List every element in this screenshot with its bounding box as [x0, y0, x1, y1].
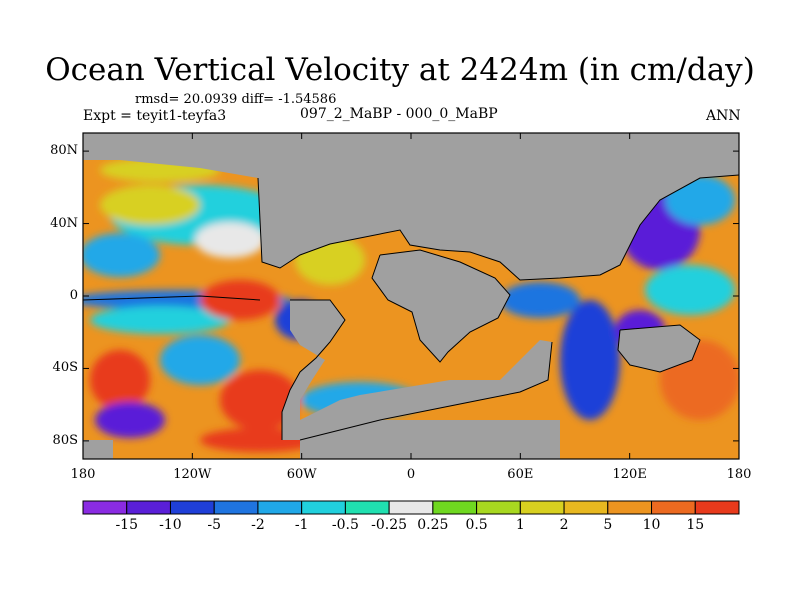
- colorbar-label: -15: [115, 517, 138, 533]
- lon-tick-label: 180: [70, 467, 96, 482]
- lat-tick-label: 40S: [52, 360, 78, 376]
- colorbar-box: [476, 500, 521, 515]
- colorbar-box: [213, 500, 259, 515]
- lon-tick-label: 120W: [173, 467, 212, 482]
- axis-ticks: [82, 133, 740, 459]
- lat-tick-label: 80S: [52, 432, 78, 448]
- colorbar-box: [169, 500, 215, 515]
- subtitle-label: 097_2_MaBP - 000_0_MaBP: [300, 106, 498, 122]
- stats-label: rmsd= 20.0939 diff= -1.54586: [135, 92, 337, 107]
- coastlines: [83, 174, 739, 441]
- colorbar-label: -0.25: [371, 517, 408, 533]
- lon-tick-label: 120E: [612, 467, 647, 482]
- colorbar-box: [651, 500, 696, 515]
- colorbar-label: 15: [686, 517, 705, 533]
- lon-tick-label: 180: [726, 467, 752, 482]
- colorbar-label: -5: [207, 517, 221, 533]
- lon-tick-label: 60W: [286, 467, 317, 482]
- colorbar-box: [82, 500, 128, 515]
- lat-tick-label: 80N: [50, 143, 78, 159]
- lon-tick-label: 60E: [507, 467, 534, 482]
- colorbar-box: [257, 500, 303, 515]
- experiment-label: Expt = teyit1-teyfa3: [83, 108, 227, 124]
- colorbar-box: [301, 500, 346, 515]
- plot-title: Ocean Vertical Velocity at 2424m (in cm/…: [45, 52, 755, 88]
- season-label: ANN: [706, 108, 741, 124]
- colorbar-box: [432, 500, 478, 515]
- colorbar-box: [694, 500, 740, 515]
- colorbar-label: 2: [559, 517, 569, 533]
- colorbar-box: [344, 500, 390, 515]
- lat-tick-label: 40N: [50, 215, 78, 231]
- lat-tick-label: 0: [69, 288, 78, 303]
- colorbar-box: [563, 500, 609, 515]
- colorbar-label: 0.5: [465, 517, 488, 533]
- colorbar-box: [607, 500, 653, 515]
- colorbar-label: -0.5: [331, 517, 359, 533]
- colorbar-box: [519, 500, 565, 515]
- colorbar-label: -2: [251, 517, 265, 533]
- colorbar-box: [126, 500, 171, 515]
- colorbar-label: 5: [603, 517, 613, 533]
- colorbar-label: -1: [294, 517, 309, 533]
- colorbar-label: 10: [642, 517, 661, 533]
- colorbar-label: 0.25: [417, 517, 449, 533]
- colorbar-box: [388, 500, 434, 515]
- colorbar-label: 1: [515, 517, 525, 533]
- colorbar-label: -10: [159, 517, 182, 533]
- lon-tick-label: 0: [406, 467, 416, 482]
